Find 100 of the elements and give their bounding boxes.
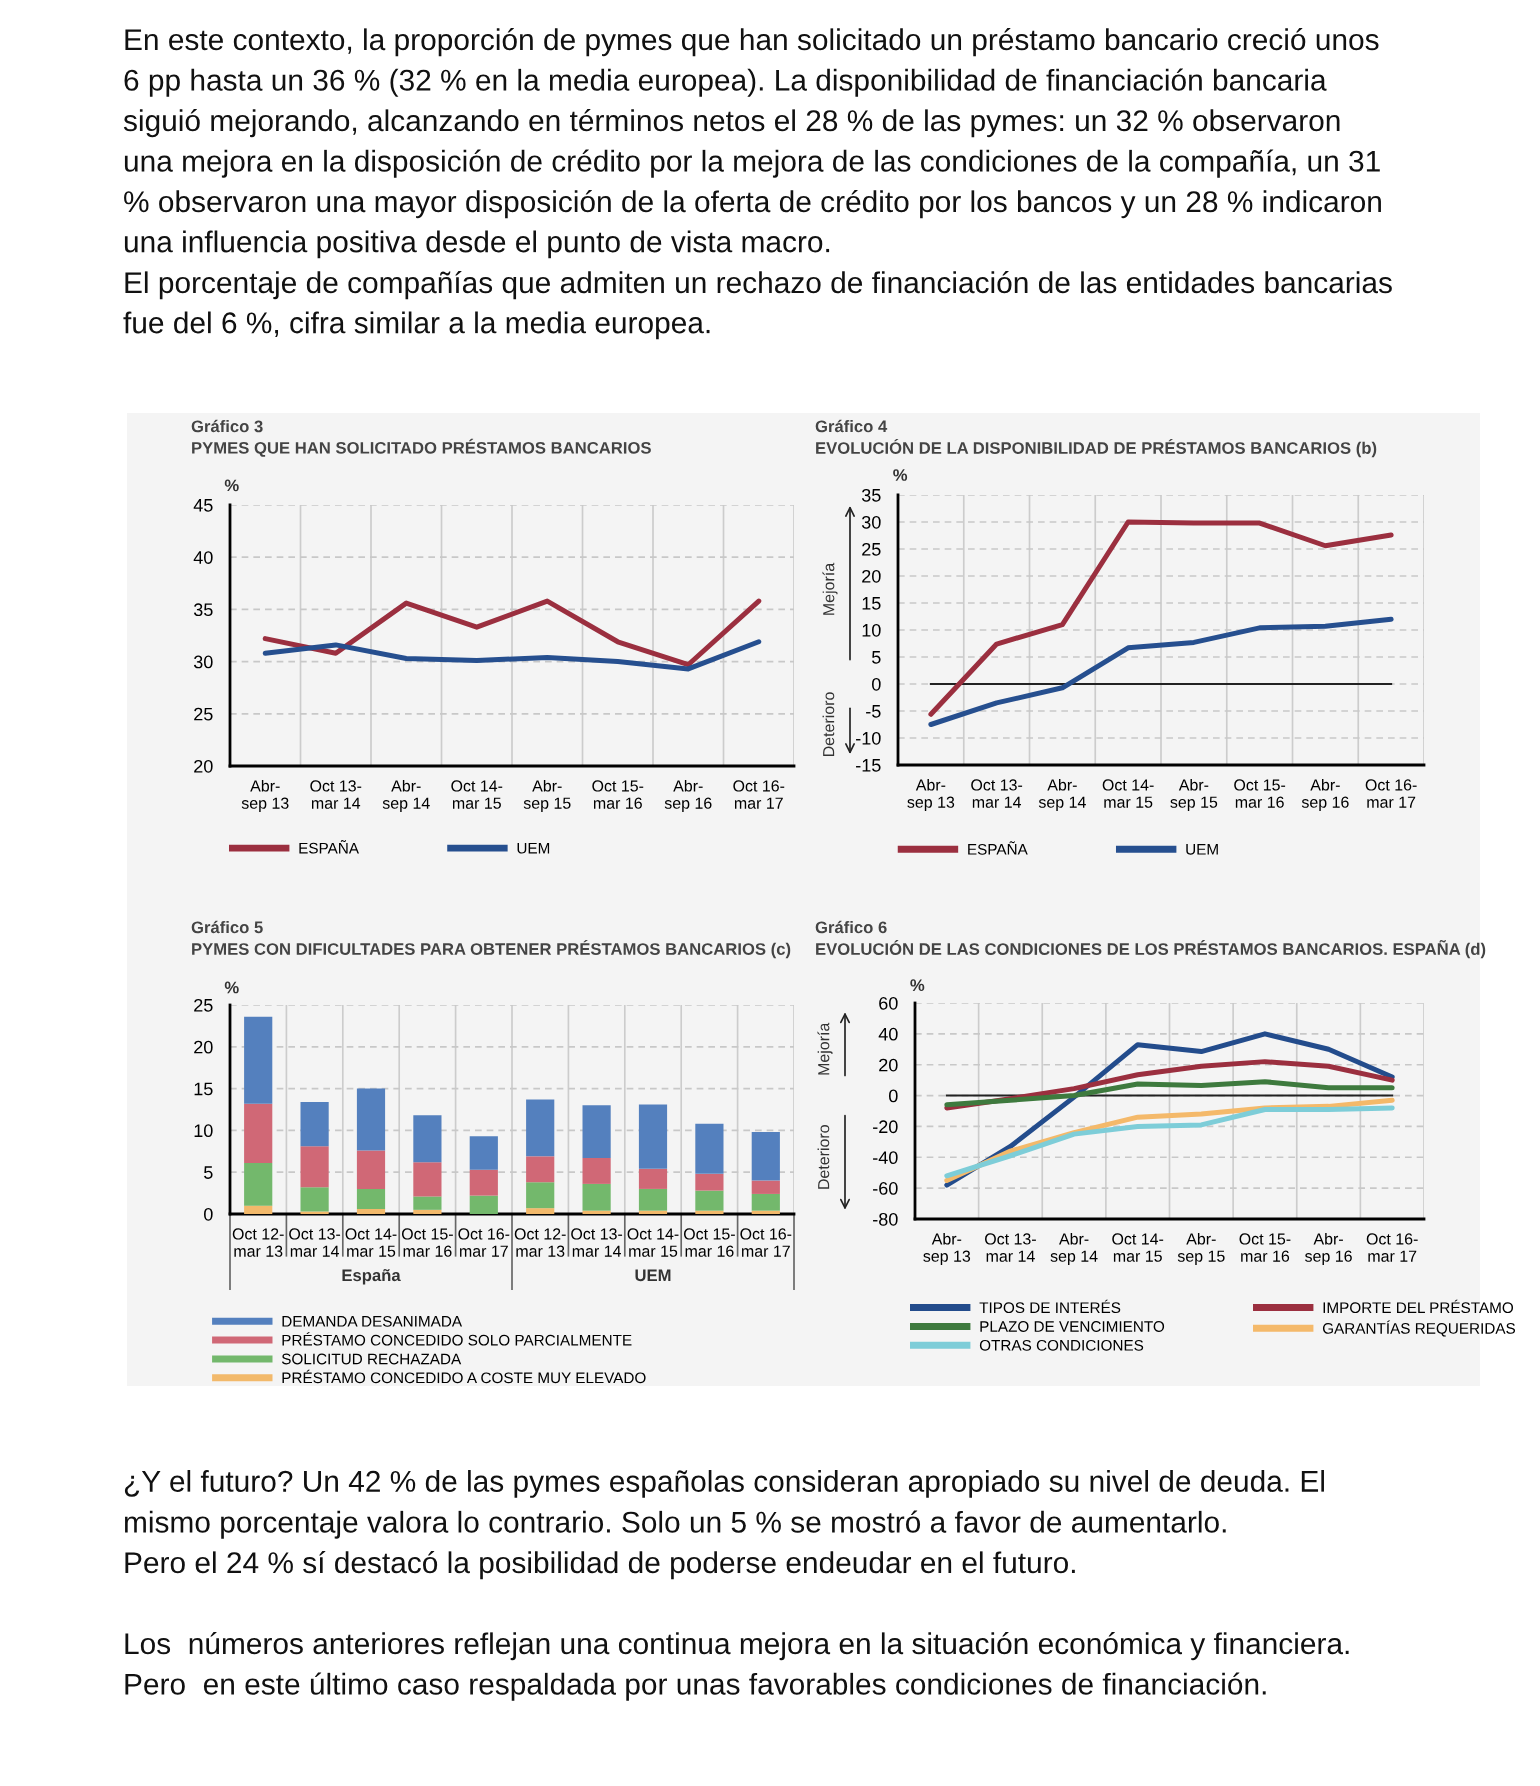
y-tick-label: -40 (873, 1151, 898, 1165)
bar (469, 1169, 498, 1196)
bar (356, 1150, 386, 1189)
y-tick-label: 25 (194, 998, 213, 1012)
y-axis-title: % (224, 479, 239, 492)
bar (638, 1168, 668, 1189)
x-tick-label: Oct 16- mar 17 (733, 780, 785, 809)
y-tick-label: 15 (862, 597, 881, 610)
bar (469, 1136, 498, 1170)
x-tick-label: Abr- sep 15 (1177, 1232, 1225, 1265)
legend-label: PRÉSTAMO CONCEDIDO A COSTE MUY ELEVADO (282, 1369, 646, 1384)
bar (582, 1105, 611, 1158)
text: una influencia positiva desde el punto de vista macro. (124, 230, 830, 259)
bar (244, 1103, 273, 1163)
legend-label: GARANTÍAS REQUERIDAS (1322, 1320, 1516, 1337)
legend-label: TIPOS DE INTERÉS (979, 1299, 1121, 1314)
y-tick-label: 10 (194, 1124, 213, 1138)
x-tick-label: Oct 16- mar 17 (1365, 779, 1417, 808)
y-axis-title: % (893, 469, 908, 481)
y-tick-label: -20 (873, 1120, 898, 1134)
chart-title: Gráfico 5 (191, 920, 263, 934)
x-tick-label: Oct 16- mar 17 (740, 1228, 792, 1257)
x-tick-label: Abr- sep 16 (1305, 1232, 1352, 1265)
text: ¿Y el futuro? Un 42 % de las pymes españolas consideran apropiado su nivel de deuda. El (124, 1470, 1324, 1498)
bar (469, 1195, 498, 1214)
x-tick-label: Abr- sep 13 (923, 1232, 971, 1265)
x-tick-label: Oct 13- mar 14 (289, 1228, 341, 1257)
bar (638, 1104, 668, 1169)
text: Mejoría (822, 562, 838, 615)
x-tick-label: Oct 13- mar 14 (985, 1233, 1036, 1262)
y-tick-label: 0 (204, 1207, 213, 1221)
y-tick-label: 25 (862, 542, 881, 556)
legend-label: UEM (517, 842, 550, 854)
x-tick-label: Oct 14- mar 15 (345, 1228, 397, 1257)
y-tick-label: 15 (194, 1082, 213, 1096)
y-tick-label: 35 (193, 603, 213, 617)
y-tick-label: 10 (862, 623, 881, 637)
x-tick-label: Abr- sep 15 (523, 779, 571, 812)
text: Mejoría (817, 1022, 833, 1075)
y-tick-label: 45 (193, 499, 213, 512)
chart-subtitle: PYMES QUE HAN SOLICITADO PRÉSTAMOS BANCARIOS (192, 438, 651, 457)
x-tick-label: Abr- sep 13 (907, 778, 955, 811)
bar (526, 1099, 555, 1157)
text: 6 pp hasta un 36 % (32 % en la media europea). La disponibilidad de financiación bancaria (124, 68, 1327, 97)
y-tick-label: 25 (194, 707, 213, 721)
chart-subtitle: EVOLUCIÓN DE LA DISPONIBILIDAD DE PRÉSTAMOS BANCARIOS (b) (816, 439, 1377, 458)
text: % observaron una mayor disposición de la oferta de crédito por los bancos y un 28 % indicaron (124, 190, 1381, 219)
text: siguió mejorando, alcanzando en términos netos el 28 % de las pymes: un 32 % observaron (123, 109, 1340, 138)
x-tick-label: Abr- sep 13 (241, 779, 289, 812)
bar (751, 1193, 780, 1211)
legend-label: UEM (1186, 844, 1218, 855)
legend-label: PLAZO DE VENCIMIENTO (980, 1321, 1165, 1332)
y-tick-label: -15 (856, 759, 881, 772)
bar (356, 1088, 386, 1151)
y-tick-label: 0 (889, 1089, 898, 1103)
bar (356, 1188, 386, 1209)
bar (526, 1182, 555, 1209)
text: fue del 6 %, cifra similar a la media europea. (123, 311, 710, 340)
y-tick-label: 5 (204, 1166, 213, 1179)
x-tick-label: Oct 12- mar 13 (514, 1228, 566, 1257)
chart-title: Gráfico 6 (815, 920, 887, 934)
x-tick-label: Abr- sep 14 (1050, 1232, 1098, 1265)
bar (751, 1132, 780, 1181)
x-tick-label: Abr- sep 16 (664, 779, 712, 812)
bar (695, 1190, 724, 1211)
chart-subtitle: PYMES CON DIFICULTADES PARA OBTENER PRÉSTAMOS BANCARIOS (c) (192, 940, 791, 959)
x-tick-label: Oct 12- mar 13 (232, 1228, 284, 1257)
legend-label: ESPAÑA (299, 840, 359, 854)
x-tick-label: Oct 16- mar 17 (458, 1228, 510, 1257)
x-tick-label: Oct 14- mar 15 (1102, 779, 1154, 808)
text: Pero en este último caso respaldada por unas favorables condiciones de financiación. (125, 1672, 1266, 1701)
bar (526, 1208, 555, 1214)
x-tick-label: Oct 13- mar 14 (310, 780, 362, 809)
y-tick-label: 30 (861, 515, 881, 529)
bar (582, 1157, 611, 1184)
chart-title: Gráfico 3 (191, 419, 263, 433)
legend-label: ESPAÑA (968, 841, 1028, 855)
x-tick-label: Oct 14- mar 15 (1112, 1233, 1164, 1262)
bar (300, 1187, 329, 1212)
x-tick-label: Oct 14- mar 15 (627, 1228, 679, 1257)
bar (244, 1163, 273, 1206)
y-tick-label: 20 (879, 1058, 898, 1072)
y-tick-label: -10 (856, 731, 881, 745)
y-axis-title: % (910, 979, 925, 992)
y-tick-label: 60 (879, 996, 898, 1010)
y-tick-label: 20 (194, 759, 213, 773)
bar (582, 1210, 611, 1214)
y-tick-label: -60 (873, 1182, 898, 1195)
bar (413, 1209, 442, 1214)
y-tick-label: 30 (193, 655, 213, 669)
x-tick-label: Abr- sep 16 (1301, 778, 1349, 811)
y-tick-label: 20 (862, 569, 881, 583)
text: Deterioro (822, 692, 835, 757)
x-tick-label: Oct 15- mar 16 (683, 1228, 735, 1257)
x-tick-label: Oct 13- mar 14 (971, 779, 1023, 808)
x-tick-label: Oct 15- mar 16 (401, 1228, 453, 1257)
bar (413, 1196, 442, 1210)
text: UEM (635, 1269, 671, 1282)
y-tick-label: 35 (861, 488, 881, 502)
legend-label: IMPORTE DEL PRÉSTAMO (1323, 1299, 1514, 1314)
